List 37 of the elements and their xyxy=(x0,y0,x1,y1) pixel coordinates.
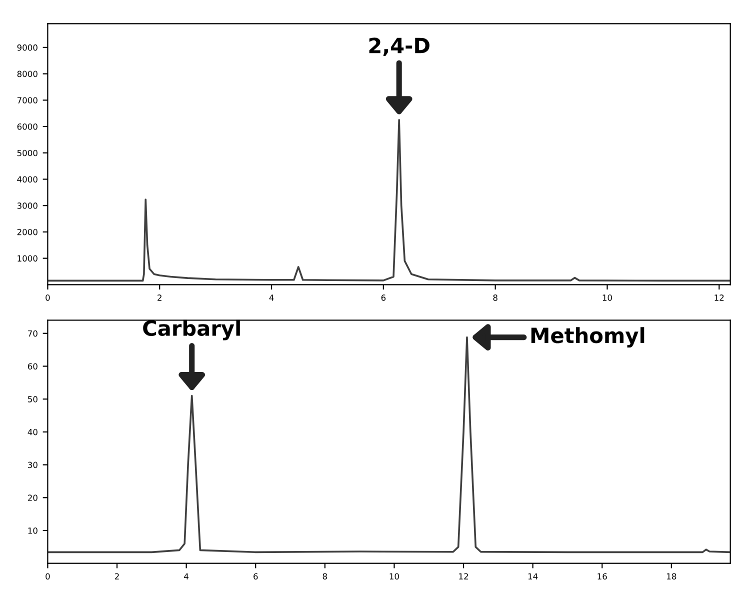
y-tick-label: 7000 xyxy=(17,97,38,104)
x-tick-label: 12 xyxy=(459,573,468,580)
x-tick-label: 10 xyxy=(602,294,612,301)
x-tick-label: 12 xyxy=(714,294,724,301)
x-tick-label: 0 xyxy=(46,573,50,580)
y-tick-label: 40 xyxy=(28,428,38,436)
x-tick-label: 16 xyxy=(598,573,607,580)
y-tick-label: 30 xyxy=(28,462,38,468)
x-tick-label: 10 xyxy=(390,573,399,580)
y-tick-label: 60 xyxy=(28,363,38,370)
annotation: 2,4-D xyxy=(369,38,430,56)
y-tick-label: 3000 xyxy=(17,202,38,209)
x-tick-label: 8 xyxy=(322,573,327,580)
y-tick-label: 9000 xyxy=(17,44,38,51)
x-tick-label: 6 xyxy=(381,294,386,301)
x-tick-label: 18 xyxy=(667,573,676,580)
x-tick-label: 4 xyxy=(269,294,274,301)
y-tick-label: 4000 xyxy=(17,176,38,182)
y-tick-label: 5000 xyxy=(17,150,38,156)
y-tick-label: 2000 xyxy=(17,228,38,236)
y-tick-label: 20 xyxy=(28,494,38,501)
x-tick-label: 4 xyxy=(184,573,188,580)
x-tick-label: 0 xyxy=(46,294,50,301)
y-tick-label: 8000 xyxy=(17,70,38,78)
y-tick-label: 70 xyxy=(28,330,38,337)
x-tick-label: 14 xyxy=(528,573,538,580)
y-tick-label: 10 xyxy=(28,527,38,534)
line-series xyxy=(48,119,730,282)
y-tick-label: 1000 xyxy=(18,255,38,262)
x-tick-label: 2 xyxy=(114,573,119,580)
x-tick-label: 2 xyxy=(158,294,162,301)
y-tick-label: 6000 xyxy=(17,123,38,130)
x-tick-label: 8 xyxy=(493,294,498,301)
x-tick-label: 6 xyxy=(254,573,258,580)
annotation: Carbaryl xyxy=(143,320,240,340)
annotation: Methomyl xyxy=(531,327,644,348)
y-tick-label: 50 xyxy=(28,396,38,402)
